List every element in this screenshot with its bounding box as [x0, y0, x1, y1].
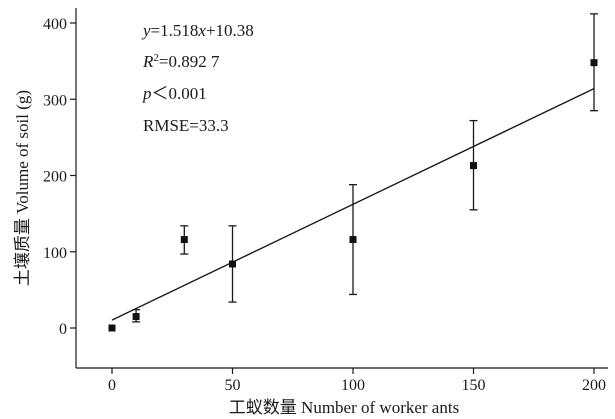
x-axis-title: 工蚁数量 Number of worker ants: [229, 398, 459, 417]
y-tick-label: 400: [43, 16, 67, 33]
data-point: [108, 324, 116, 332]
x-tick-label: 200: [582, 377, 606, 394]
y-axis-title: 土壤质量 Volume of soil (g): [12, 90, 32, 286]
data-point: [349, 236, 357, 244]
rmse-annotation: RMSE=33.3: [143, 116, 229, 135]
x-tick-label: 50: [225, 377, 241, 394]
data-points: [108, 59, 598, 332]
data-point: [590, 59, 598, 67]
y-tick-label: 100: [43, 245, 67, 262]
x-tick-label: 100: [341, 377, 365, 394]
p-value-annotation: p＜0.001: [142, 84, 207, 103]
axes: [75, 8, 608, 369]
r2-annotation: R2=0.892 7: [142, 52, 220, 71]
equation-annotation: y=1.518x+10.38: [141, 21, 254, 40]
data-point: [132, 313, 140, 321]
data-point: [470, 162, 477, 170]
y-tick-label: 200: [43, 169, 67, 186]
y-ticks: 0 100 200 300 400: [43, 16, 76, 338]
data-point: [180, 236, 188, 244]
y-tick-label: 300: [43, 92, 67, 109]
x-ticks: 0 50 100 150 200: [108, 368, 606, 394]
x-tick-label: 150: [462, 377, 486, 394]
data-point: [229, 260, 236, 268]
y-tick-label: 0: [59, 321, 67, 338]
x-tick-label: 0: [108, 377, 116, 394]
